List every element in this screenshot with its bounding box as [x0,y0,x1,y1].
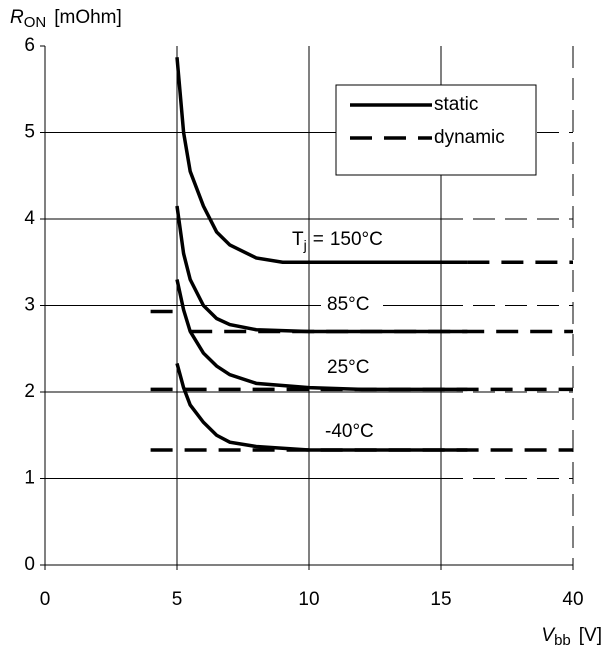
x-tick-label: 5 [172,589,183,610]
temperature-label: Tj = 150°C [292,229,383,253]
ylabel-unit: [mOhm] [54,7,122,28]
curve-static [175,279,468,392]
temp-equals: = [313,229,324,250]
x-tick-label: 40 [562,589,583,610]
temperature-label: 85°C [327,294,369,315]
temperature-label: 25°C [327,357,369,378]
temp-subscript: j [303,237,307,253]
x-tick-label: 10 [298,589,319,610]
xlabel-subscript: bb [554,632,571,649]
ylabel: RON [mOhm] [10,7,122,31]
x-tick-label: 0 [40,589,51,610]
xlabel: Vbb [V] [541,625,602,649]
y-tick-label: 4 [24,208,35,229]
ylabel-symbol: R [10,7,24,28]
y-tick-label: 2 [24,381,35,402]
label-bg [321,355,383,381]
temp-value: 150°C [330,229,383,250]
y-tick-label: 1 [24,468,35,489]
legend-box [335,84,537,176]
curve-static [175,57,468,264]
y-tick-label: 0 [24,554,35,575]
curve-static [175,205,468,334]
x-tick-label: 15 [430,589,451,610]
xlabel-unit: [V] [579,625,602,646]
label-bg [319,419,381,445]
y-tick-label: 6 [24,35,35,56]
y-tick-label: 5 [24,122,35,143]
legend-label: static [434,94,478,115]
legend-label: dynamic [434,127,505,148]
ylabel-subscript: ON [24,14,47,31]
temperature-label: -40°C [325,421,374,442]
y-tick-label: 3 [24,295,35,316]
temp-symbol: T [292,229,304,250]
curve-dynamic [150,309,573,334]
xlabel-symbol: V [541,625,556,646]
label-bg [321,292,383,318]
